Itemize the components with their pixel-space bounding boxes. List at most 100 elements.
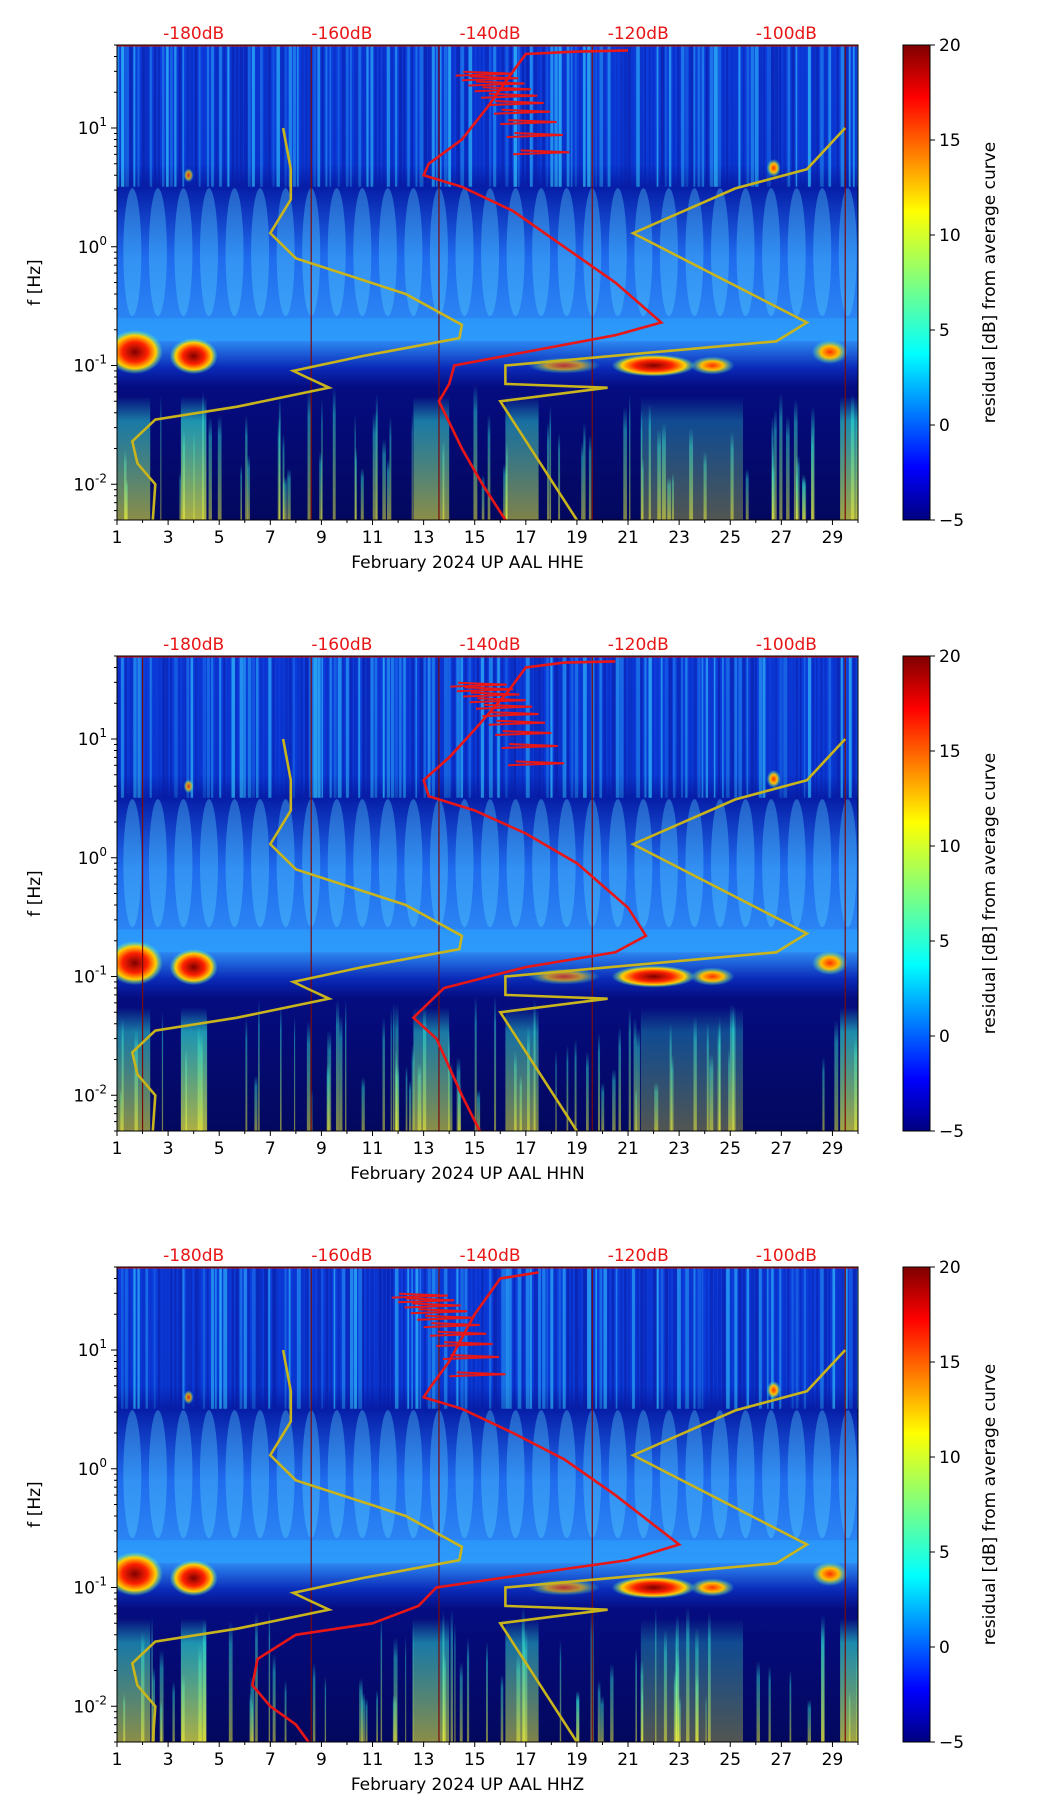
hot-spot xyxy=(690,967,735,986)
x-tick-label: 7 xyxy=(265,1750,276,1770)
x-tick-label: 7 xyxy=(265,528,276,548)
top-db-label: -180dB xyxy=(163,1246,224,1266)
x-tick-label: 9 xyxy=(316,1139,327,1159)
x-tick-label: 17 xyxy=(515,1750,537,1770)
top-db-label: -120dB xyxy=(608,24,669,44)
colorbar-label: residual [dB] from average curve xyxy=(980,1364,1000,1645)
average-curve xyxy=(251,1271,682,1742)
x-tick-label: 25 xyxy=(719,1139,741,1159)
x-tick-label: 21 xyxy=(617,1139,639,1159)
x-tick-label: 19 xyxy=(566,1750,588,1770)
top-db-label: -100dB xyxy=(756,635,817,655)
x-tick-label: 1 xyxy=(112,1139,123,1159)
x-tick-label: 5 xyxy=(214,1750,225,1770)
x-tick-label: 1 xyxy=(112,1750,123,1770)
x-tick-label: 13 xyxy=(413,528,435,548)
x-tick-label: 23 xyxy=(668,1139,690,1159)
x-tick-label: 19 xyxy=(566,1139,588,1159)
colorbar xyxy=(902,44,931,521)
colorbar-tick-label: 20 xyxy=(939,1258,961,1278)
top-db-label: -100dB xyxy=(756,1246,817,1266)
x-tick-label: 5 xyxy=(214,528,225,548)
y-tick-label: 100 xyxy=(78,1456,107,1480)
noise-model-curve xyxy=(498,127,847,520)
x-tick-label: 11 xyxy=(362,1750,384,1770)
top-db-label: -160dB xyxy=(311,635,372,655)
colorbar-label: residual [dB] from average curve xyxy=(980,142,1000,423)
colorbar-tick-label: 5 xyxy=(939,932,950,952)
x-tick-label: 3 xyxy=(163,528,174,548)
x-tick-label: 13 xyxy=(413,1139,435,1159)
top-db-label: -180dB xyxy=(163,635,224,655)
x-tick-label: 27 xyxy=(771,1139,793,1159)
top-db-label: -100dB xyxy=(756,24,817,44)
top-db-label: -120dB xyxy=(608,635,669,655)
x-tick-label: 9 xyxy=(316,528,327,548)
x-tick-label: 21 xyxy=(617,1750,639,1770)
x-tick-label: 23 xyxy=(668,1750,690,1770)
y-tick-label: 10-2 xyxy=(73,1082,107,1106)
colorbar-tick-label: 15 xyxy=(939,131,961,151)
x-axis-label: February 2024 UP AAL HHE xyxy=(351,553,583,573)
x-tick-label: 21 xyxy=(617,528,639,548)
top-db-label: -160dB xyxy=(311,24,372,44)
x-tick-label: 15 xyxy=(464,1750,486,1770)
colorbar-tick-label: 0 xyxy=(939,1027,950,1047)
noise-model-curve xyxy=(498,738,847,1131)
top-db-label: -160dB xyxy=(311,1246,372,1266)
x-tick-label: 1 xyxy=(112,528,123,548)
x-tick-label: 27 xyxy=(771,528,793,548)
x-tick-label: 11 xyxy=(362,1139,384,1159)
colorbar-tick-label: 10 xyxy=(939,1448,961,1468)
top-db-label: -140dB xyxy=(460,635,521,655)
x-tick-label: 25 xyxy=(719,528,741,548)
x-tick-label: 29 xyxy=(822,1750,844,1770)
y-axis-label: f [Hz] xyxy=(25,259,45,305)
colorbar-label: residual [dB] from average curve xyxy=(980,753,1000,1034)
x-tick-label: 17 xyxy=(515,1139,537,1159)
hot-spot xyxy=(811,950,848,975)
x-tick-label: 3 xyxy=(163,1139,174,1159)
colorbar-tick-label: 0 xyxy=(939,1638,950,1658)
y-tick-label: 10-2 xyxy=(73,471,107,495)
hot-spot xyxy=(117,329,163,374)
x-tick-label: 15 xyxy=(464,528,486,548)
x-tick-label: 17 xyxy=(515,528,537,548)
hot-spot xyxy=(169,949,218,986)
colorbar-tick-label: −5 xyxy=(939,1733,964,1753)
colorbar-tick-label: 20 xyxy=(939,36,961,56)
y-tick-label: 100 xyxy=(78,234,107,258)
noise-model-curve xyxy=(498,1349,847,1742)
colorbar-tick-label: 10 xyxy=(939,837,961,857)
x-tick-label: 23 xyxy=(668,528,690,548)
spectrogram-area xyxy=(117,656,858,1131)
x-tick-label: 7 xyxy=(265,1139,276,1159)
hot-spot xyxy=(811,339,848,364)
noise-model-curve xyxy=(130,738,464,1131)
colorbar xyxy=(902,1266,931,1743)
hot-spot xyxy=(690,1578,735,1597)
top-db-label: -120dB xyxy=(608,1246,669,1266)
x-tick-label: 5 xyxy=(214,1139,225,1159)
hot-spot xyxy=(169,1560,218,1597)
x-tick-label: 27 xyxy=(771,1750,793,1770)
y-axis-label: f [Hz] xyxy=(25,870,45,916)
x-tick-label: 3 xyxy=(163,1750,174,1770)
top-db-label: -140dB xyxy=(460,24,521,44)
spectrogram-area xyxy=(117,45,858,520)
noise-model-curve xyxy=(130,127,464,520)
y-tick-label: 100 xyxy=(78,845,107,869)
colorbar-tick-label: 5 xyxy=(939,321,950,341)
x-tick-label: 15 xyxy=(464,1139,486,1159)
hot-spot xyxy=(169,338,218,375)
spectrogram-area xyxy=(117,1267,858,1742)
colorbar-tick-label: 5 xyxy=(939,1543,950,1563)
y-axis-label: f [Hz] xyxy=(25,1481,45,1527)
hot-spot xyxy=(117,1551,163,1596)
colorbar-tick-label: 0 xyxy=(939,416,950,436)
hot-spot xyxy=(611,965,696,988)
y-tick-label: 101 xyxy=(78,1337,107,1361)
